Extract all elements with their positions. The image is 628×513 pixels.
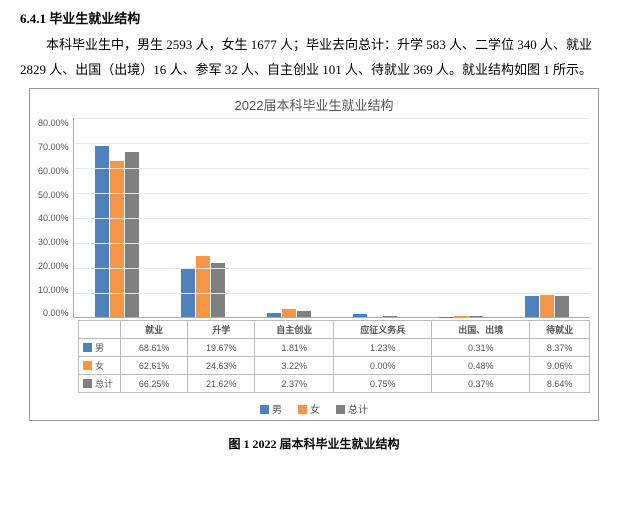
section-heading: 6.4.1 毕业生就业结构: [20, 8, 608, 27]
data-cell: 2.37%: [255, 375, 334, 393]
data-cell: 8.64%: [530, 375, 590, 393]
gridline: [74, 193, 590, 194]
data-cell: 19.67%: [188, 339, 255, 357]
legend-label: 女: [310, 405, 320, 416]
gridline: [74, 218, 590, 219]
chart-container: 2022届本科毕业生就业结构 80.00% 70.00% 60.00% 50.00% 4…: [29, 88, 599, 421]
bar-group: [525, 295, 569, 318]
y-axis: 80.00% 70.00% 60.00% 50.00% 40.00% 30.00% 20.0…: [38, 118, 73, 318]
bar: [267, 313, 281, 318]
data-cell: 0.48%: [432, 357, 530, 375]
bar: [211, 263, 225, 317]
data-cell: 0.37%: [432, 375, 530, 393]
data-cell: 0.75%: [334, 375, 432, 393]
bar: [297, 311, 311, 317]
series-name-cell: 总计: [79, 375, 121, 393]
bar: [540, 295, 554, 318]
legend-item: 总计: [336, 405, 368, 416]
bar: [439, 317, 453, 318]
y-tick: 20.00%: [38, 261, 69, 271]
body-paragraph: 本科毕业生中，男生 2593 人，女生 1677 人；毕业去向总计：升学 583…: [20, 33, 608, 82]
table-row: 男 68.61%19.67%1.81%1.23%0.31%8.37%: [79, 339, 590, 357]
table-row: 总计 66.25%21.62%2.37%0.75%0.37%8.64%: [79, 375, 590, 393]
data-cell: 21.62%: [188, 375, 255, 393]
gridline: [74, 118, 590, 119]
bar: [282, 309, 296, 317]
plot-wrap: 80.00% 70.00% 60.00% 50.00% 40.00% 30.00% 20.0…: [38, 118, 590, 318]
data-cell: 8.37%: [530, 339, 590, 357]
gridline: [74, 243, 590, 244]
legend: 男 女 总计: [38, 401, 590, 416]
data-cell: 66.25%: [121, 375, 188, 393]
table-col-header: 升学: [188, 321, 255, 339]
gridline: [74, 268, 590, 269]
bar-group: [267, 309, 311, 317]
table-col-header: 应征义务兵: [334, 321, 432, 339]
figure-caption: 图 1 2022 届本科毕业生就业结构: [20, 435, 608, 452]
swatch-icon: [260, 405, 269, 414]
data-table-wrap: 就业升学自主创业应征义务兵出国、出境待就业男 68.61%19.67%1.81%1…: [78, 320, 590, 393]
table-col-header: 待就业: [530, 321, 590, 339]
series-name-cell: 女: [79, 357, 121, 375]
swatch-icon: [83, 343, 92, 352]
bar: [454, 316, 468, 317]
plot-area: [73, 118, 590, 318]
data-cell: 9.06%: [530, 357, 590, 375]
data-cell: 62.61%: [121, 357, 188, 375]
y-tick: 40.00%: [38, 213, 69, 223]
bar-group: [353, 314, 397, 317]
swatch-icon: [83, 361, 92, 370]
bar: [110, 161, 124, 318]
data-cell: 1.81%: [255, 339, 334, 357]
y-tick: 80.00%: [38, 118, 69, 128]
data-cell: 0.31%: [432, 339, 530, 357]
data-cell: 0.00%: [334, 357, 432, 375]
swatch-icon: [83, 379, 92, 388]
data-table: 就业升学自主创业应征义务兵出国、出境待就业男 68.61%19.67%1.81%1…: [78, 320, 590, 393]
gridline: [74, 143, 590, 144]
y-tick: 10.00%: [38, 285, 69, 295]
y-tick: 60.00%: [38, 166, 69, 176]
swatch-icon: [336, 405, 345, 414]
series-name: 男: [95, 343, 104, 353]
bar: [469, 316, 483, 317]
data-cell: 24.63%: [188, 357, 255, 375]
data-cell: 1.23%: [334, 339, 432, 357]
gridline: [74, 293, 590, 294]
data-cell: 3.22%: [255, 357, 334, 375]
y-tick: 0.00%: [38, 308, 69, 318]
y-tick: 50.00%: [38, 190, 69, 200]
table-col-header: 自主创业: [255, 321, 334, 339]
table-col-header: 就业: [121, 321, 188, 339]
table-col-header: 出国、出境: [432, 321, 530, 339]
bar: [353, 314, 367, 317]
series-name: 女: [95, 361, 104, 371]
series-name: 总计: [95, 379, 113, 389]
bar: [525, 296, 539, 317]
gridline: [74, 168, 590, 169]
swatch-icon: [298, 405, 307, 414]
table-corner: [79, 321, 121, 339]
legend-label: 总计: [348, 405, 368, 416]
legend-label: 男: [272, 405, 282, 416]
bar: [383, 316, 397, 318]
bar: [196, 256, 210, 318]
series-name-cell: 男: [79, 339, 121, 357]
y-tick: 30.00%: [38, 237, 69, 247]
bar-group: [181, 256, 225, 318]
chart-title: 2022届本科毕业生就业结构: [38, 95, 590, 114]
data-cell: 68.61%: [121, 339, 188, 357]
legend-item: 男: [260, 405, 282, 416]
bar-group: [439, 316, 483, 317]
y-tick: 70.00%: [38, 142, 69, 152]
bar: [555, 296, 569, 318]
legend-item: 女: [298, 405, 320, 416]
table-row: 女 62.61%24.63%3.22%0.00%0.48%9.06%: [79, 357, 590, 375]
